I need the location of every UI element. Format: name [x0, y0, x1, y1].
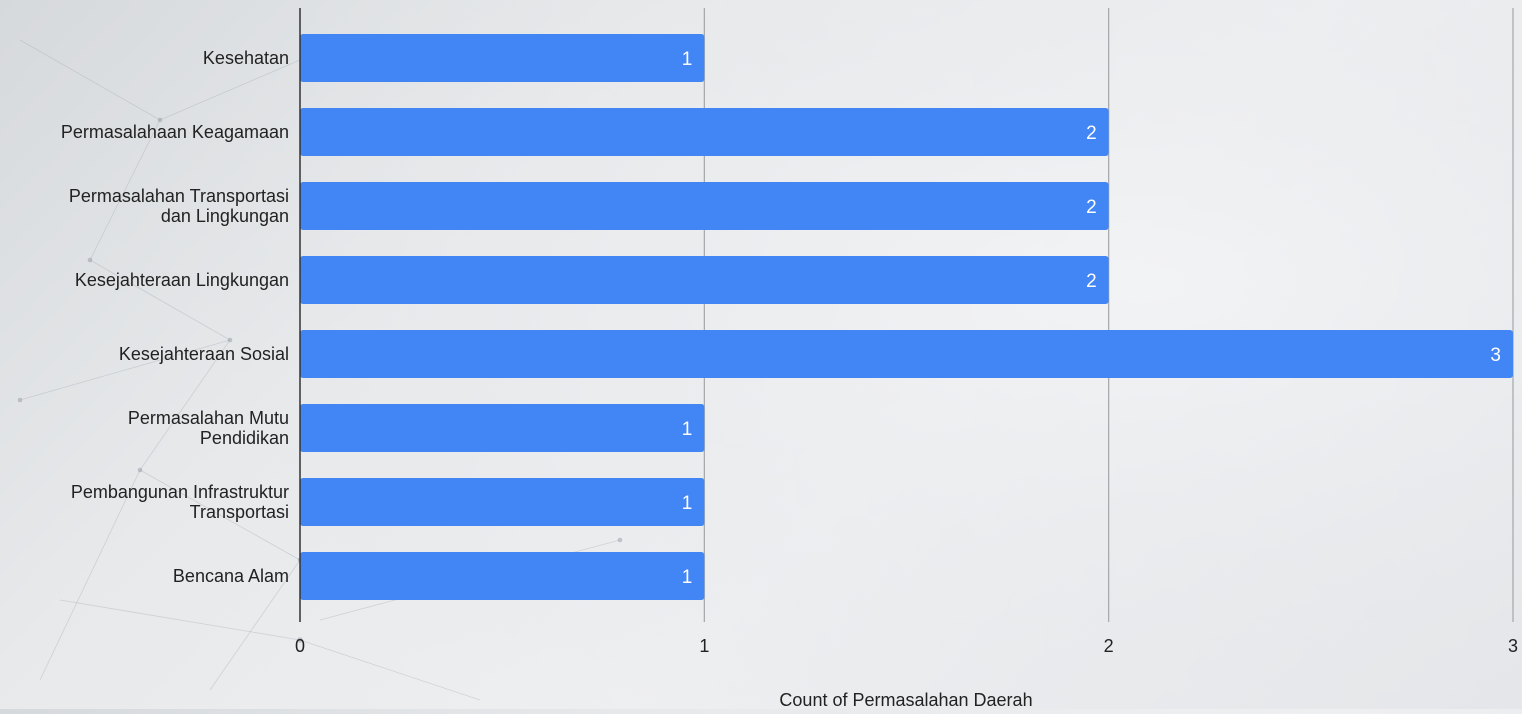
- bar: [300, 330, 1513, 378]
- bar: [300, 34, 705, 82]
- bar-value-label: 1: [682, 49, 693, 70]
- bar-value-label: 1: [682, 493, 693, 514]
- category-label: Kesehatan: [203, 48, 289, 68]
- bar: [300, 108, 1109, 156]
- category-label: Pendidikan: [200, 428, 289, 448]
- bar: [300, 552, 705, 600]
- category-labels: Kesehatan Permasalahaan Keagamaan Permasal…: [61, 48, 289, 586]
- category-label: Permasalahan Transportasi: [69, 186, 289, 206]
- network-background-decoration: [17, 39, 623, 701]
- x-axis-ticks: 0 1 2 3: [295, 636, 1518, 656]
- bar: [300, 404, 705, 452]
- bar-value-label: 1: [682, 567, 693, 588]
- bar-value-label: 1: [682, 419, 693, 440]
- category-label: dan Lingkungan: [161, 206, 289, 226]
- category-label: Bencana Alam: [173, 566, 289, 586]
- bars: 1 2 2 2 3 1 1 1: [300, 34, 1513, 600]
- category-label: Kesejahteraan Lingkungan: [75, 270, 289, 290]
- category-label: Transportasi: [190, 502, 289, 522]
- category-label: Kesejahteraan Sosial: [119, 344, 289, 364]
- bar-value-label: 3: [1490, 345, 1501, 366]
- bar: [300, 182, 1109, 230]
- bar: [300, 256, 1109, 304]
- x-axis-label: Count of Permasalahan Daerah: [779, 690, 1032, 709]
- bar: [300, 478, 705, 526]
- bar-value-label: 2: [1086, 197, 1097, 218]
- category-label: Permasalahaan Keagamaan: [61, 122, 289, 142]
- bar-value-label: 2: [1086, 271, 1097, 292]
- x-tick-label: 3: [1508, 636, 1518, 656]
- x-tick-label: 0: [295, 636, 305, 656]
- category-label: Permasalahan Mutu: [128, 408, 289, 428]
- x-tick-label: 2: [1104, 636, 1114, 656]
- bar-value-label: 2: [1086, 123, 1097, 144]
- category-label: Pembangunan Infrastruktur: [71, 482, 289, 502]
- x-tick-label: 1: [699, 636, 709, 656]
